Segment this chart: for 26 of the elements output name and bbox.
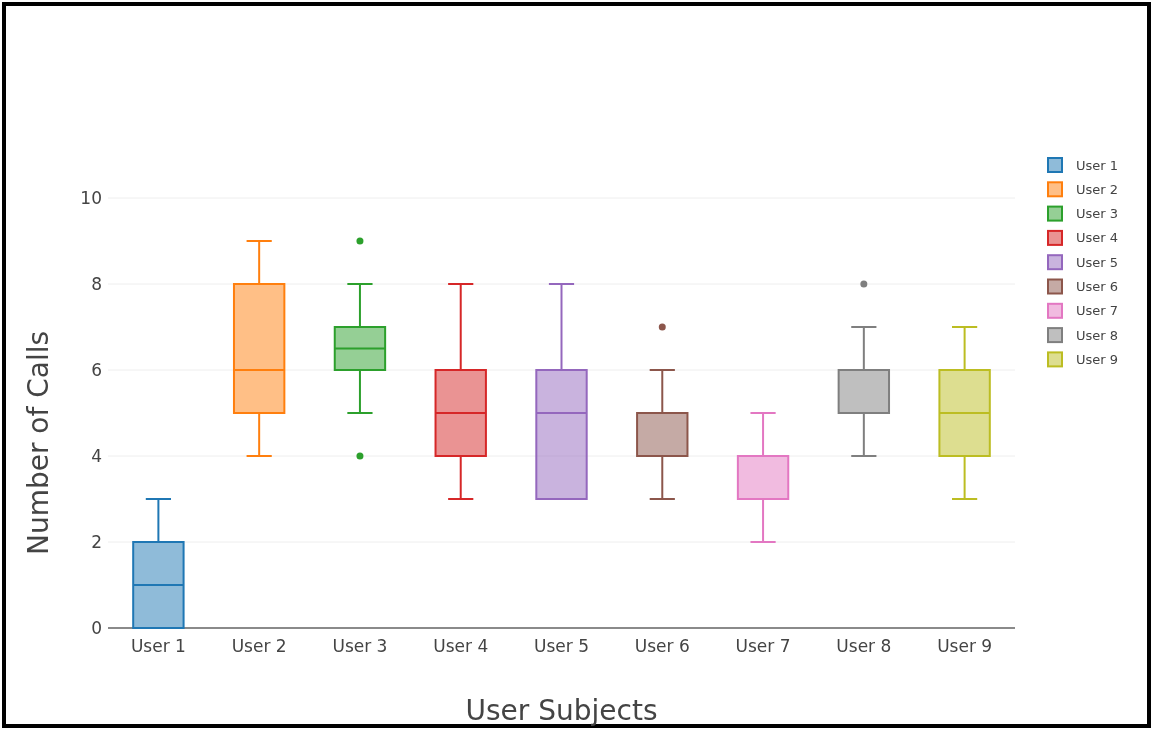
legend-label: User 5	[1076, 254, 1119, 270]
x-tick-label: User 9	[937, 636, 993, 656]
y-tick-label: 0	[91, 617, 102, 638]
y-tick-label: 10	[80, 187, 102, 208]
y-tick-label: 6	[91, 359, 102, 380]
legend-label: User 7	[1076, 303, 1119, 319]
y-axis-title: Number of Calls	[22, 330, 55, 556]
x-tick-label: User 2	[231, 636, 287, 656]
legend-label: User 8	[1076, 327, 1119, 343]
legend-label: User 3	[1076, 206, 1119, 222]
legend-label: User 4	[1076, 230, 1119, 246]
x-axis-title: User Subjects	[465, 694, 658, 727]
x-tick-label: User 8	[836, 636, 892, 656]
x-tick-label: User 4	[433, 636, 489, 656]
legend-label: User 2	[1076, 181, 1119, 197]
legend-label: User 6	[1076, 279, 1119, 295]
y-tick-label: 4	[91, 445, 102, 466]
y-tick-label: 2	[91, 531, 102, 552]
y-tick-label: 8	[91, 273, 102, 294]
x-tick-label: User 7	[735, 636, 791, 656]
legend-label: User 9	[1076, 351, 1119, 367]
x-tick-label: User 5	[534, 636, 589, 656]
x-tick-label: User 6	[634, 636, 690, 656]
x-tick-label: User 1	[130, 636, 186, 656]
x-tick-label: User 3	[332, 636, 388, 656]
legend-label: User 1	[1076, 157, 1119, 173]
